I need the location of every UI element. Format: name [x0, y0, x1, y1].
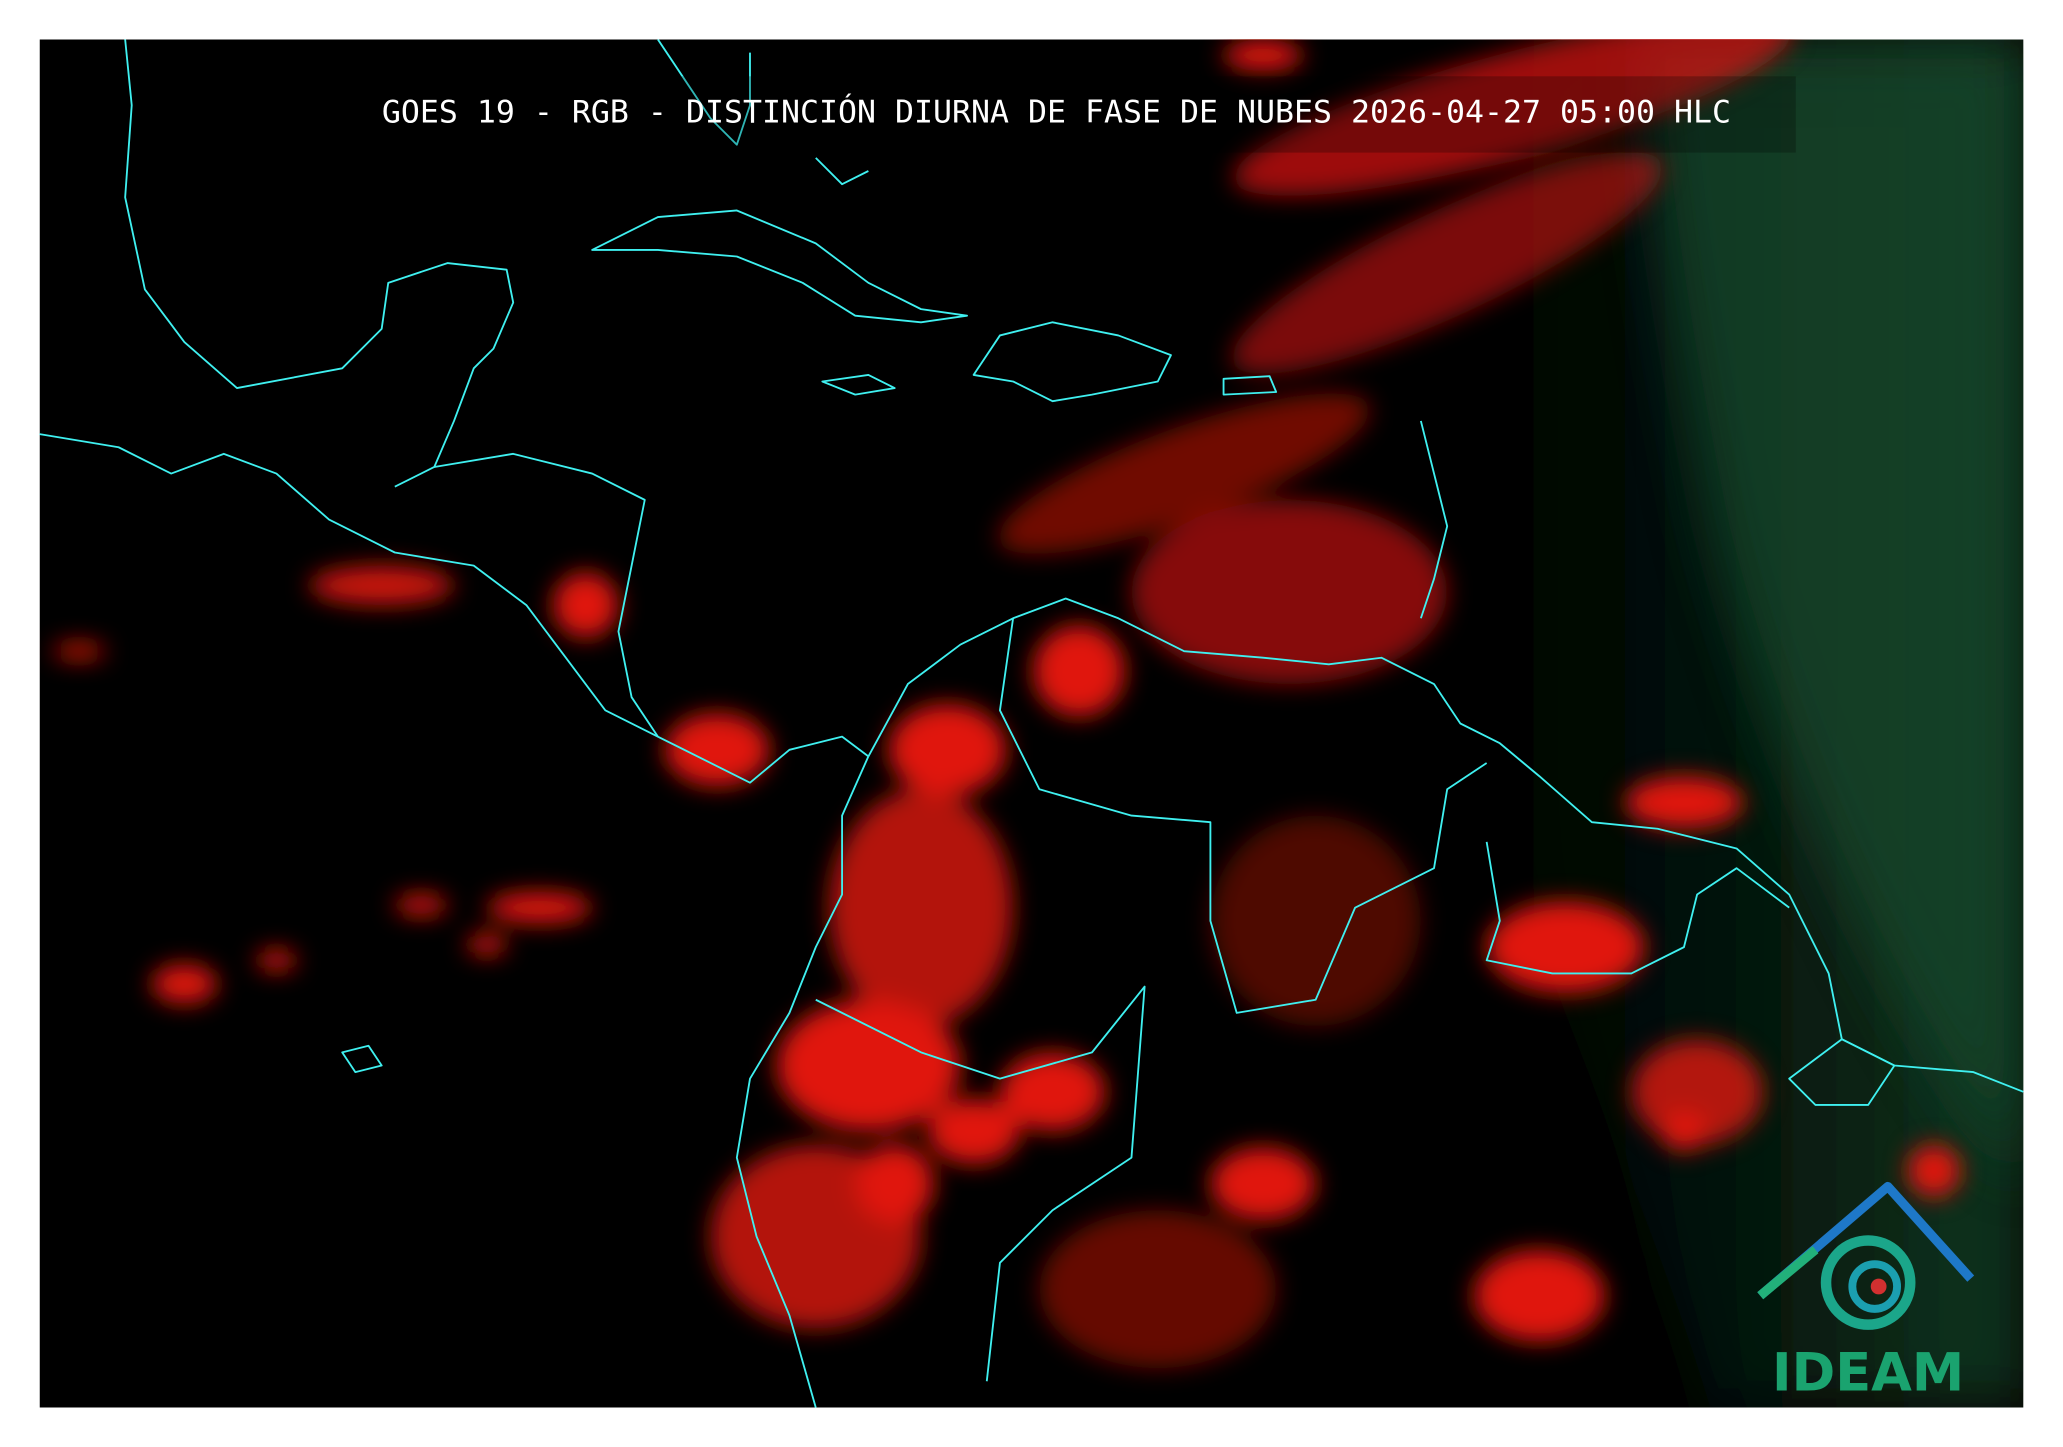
logo-center: [1870, 1278, 1887, 1295]
logo: IDEAM: [1757, 1181, 1975, 1403]
coastlines: [39, 39, 2024, 1408]
logo-text: IDEAM: [1772, 1342, 1964, 1403]
title-box: [329, 76, 1796, 153]
clouds: [52, 39, 1961, 1369]
logo-roof-accent: [1757, 1246, 1819, 1300]
image-title: GOES 19 - RGB - DISTINCIÓN DIURNA DE FAS…: [382, 91, 1731, 130]
land-tint: [1644, 39, 2024, 1184]
logo-spiral: [1848, 1260, 1902, 1313]
satellite-image: GOES 19 - RGB - DISTINCIÓN DIURNA DE FAS…: [39, 39, 2024, 1408]
logo-spiral: [1820, 1235, 1916, 1330]
